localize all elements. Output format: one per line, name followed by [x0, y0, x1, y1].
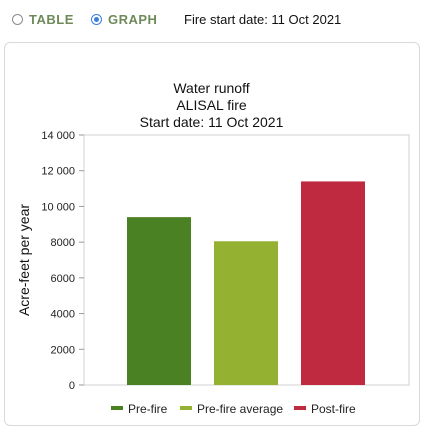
fire-start-date: Fire start date: 11 Oct 2021	[184, 12, 342, 27]
legend-swatch	[180, 406, 192, 410]
y-tick-label: 14 000	[41, 130, 75, 142]
bar-pre-fire[interactable]	[127, 217, 191, 385]
graph-view-radio[interactable]: GRAPH	[91, 10, 157, 28]
table-radio-button[interactable]	[12, 13, 23, 25]
y-tick-label: 0	[69, 380, 75, 392]
table-view-radio[interactable]: TABLE	[12, 10, 74, 28]
y-tick-label: 12 000	[41, 166, 75, 178]
chart-legend: Pre-fire Pre-fire average Post-fire	[111, 402, 356, 416]
legend-item-post-fire[interactable]: Post-fire	[294, 402, 356, 416]
legend-label: Pre-fire average	[197, 402, 283, 416]
bar-post-fire[interactable]	[301, 181, 365, 385]
legend-swatch	[294, 406, 306, 410]
chart-title: Water runoff	[173, 80, 250, 96]
toolbar: TABLE GRAPH Fire start date: 11 Oct 2021	[0, 0, 423, 38]
chart-subtitle-start-date: Start date: 11 Oct 2021	[139, 114, 284, 130]
legend-swatch	[111, 406, 123, 410]
y-tick-label: 8000	[51, 237, 75, 249]
y-tick-label: 2000	[51, 344, 75, 356]
y-tick-label: 6000	[51, 273, 75, 285]
y-axis-label: Acre-feet per year	[16, 204, 32, 316]
graph-radio-label[interactable]: GRAPH	[108, 11, 158, 27]
legend-item-pre-fire-average[interactable]: Pre-fire average	[180, 402, 283, 416]
graph-radio-button[interactable]	[91, 13, 102, 25]
table-radio-label[interactable]: TABLE	[29, 11, 74, 27]
chart-bars	[127, 181, 365, 385]
y-tick-label: 4000	[51, 309, 75, 321]
legend-label: Pre-fire	[128, 402, 168, 416]
bar-pre-fire-average[interactable]	[214, 241, 278, 385]
y-tick-label: 10 000	[41, 201, 75, 213]
legend-item-pre-fire[interactable]: Pre-fire	[111, 402, 168, 416]
y-axis-ticks: 0 2000 4000 6000 8000 10 000 12 000 14 000	[41, 130, 84, 392]
legend-label: Post-fire	[311, 402, 356, 416]
chart-subtitle-fire: ALISAL fire	[176, 97, 247, 113]
